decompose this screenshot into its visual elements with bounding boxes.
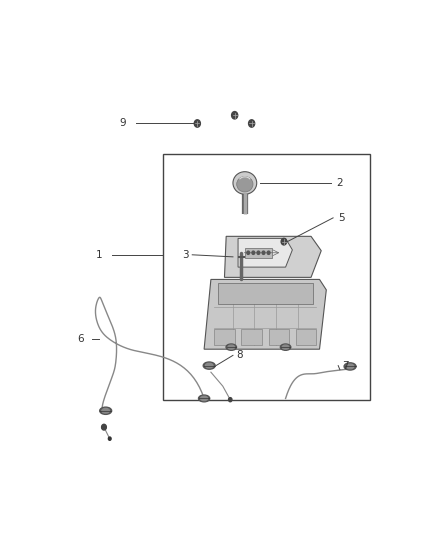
Polygon shape — [204, 279, 326, 349]
Bar — [214, 329, 235, 345]
Circle shape — [108, 437, 111, 440]
Ellipse shape — [237, 176, 253, 192]
Bar — [241, 329, 262, 345]
Circle shape — [249, 120, 254, 127]
Ellipse shape — [100, 407, 112, 414]
Circle shape — [281, 238, 286, 245]
Bar — [218, 283, 313, 304]
Circle shape — [262, 251, 265, 254]
Polygon shape — [238, 238, 293, 267]
Polygon shape — [224, 236, 321, 277]
Circle shape — [232, 111, 238, 119]
Ellipse shape — [344, 363, 356, 370]
Bar — [245, 248, 272, 257]
Ellipse shape — [346, 364, 354, 369]
Ellipse shape — [226, 344, 237, 350]
Text: 8: 8 — [237, 350, 243, 360]
Ellipse shape — [201, 397, 208, 401]
Circle shape — [247, 251, 250, 254]
Ellipse shape — [228, 345, 235, 349]
Bar — [163, 154, 371, 400]
Text: 6: 6 — [77, 334, 84, 344]
Circle shape — [102, 424, 106, 430]
Ellipse shape — [203, 362, 215, 369]
Circle shape — [267, 251, 270, 254]
Circle shape — [257, 251, 260, 254]
Circle shape — [194, 120, 200, 127]
Text: 7: 7 — [342, 361, 348, 370]
Ellipse shape — [282, 345, 289, 349]
Ellipse shape — [205, 364, 213, 368]
Text: 3: 3 — [182, 250, 189, 260]
Circle shape — [252, 251, 254, 254]
Ellipse shape — [233, 172, 257, 194]
Bar — [268, 329, 289, 345]
Text: 5: 5 — [338, 213, 345, 223]
Text: 1: 1 — [95, 250, 102, 260]
Ellipse shape — [280, 344, 291, 350]
Bar — [296, 329, 316, 345]
Ellipse shape — [198, 395, 210, 402]
Ellipse shape — [102, 408, 110, 413]
Circle shape — [229, 398, 232, 402]
Text: 2: 2 — [336, 178, 343, 188]
Text: 9: 9 — [119, 118, 126, 128]
